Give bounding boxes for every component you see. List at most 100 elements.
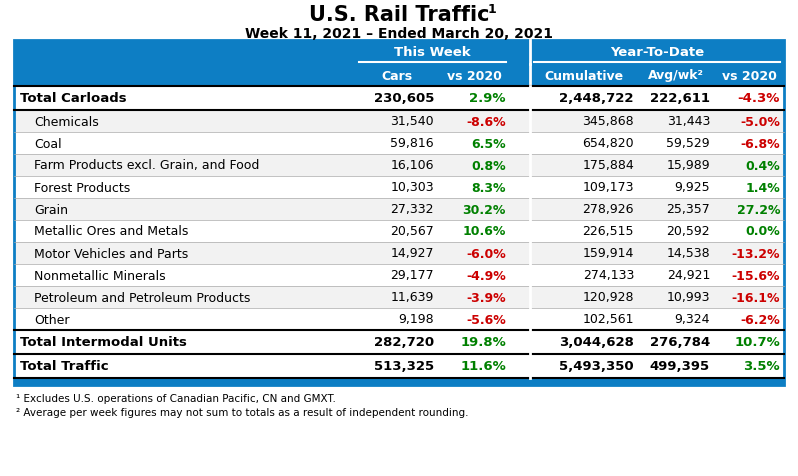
Text: -5.6%: -5.6% — [466, 313, 506, 326]
Text: 0.8%: 0.8% — [472, 159, 506, 172]
Text: 15,989: 15,989 — [666, 159, 710, 172]
Text: 31,540: 31,540 — [390, 115, 434, 128]
Text: -13.2%: -13.2% — [732, 247, 780, 260]
Text: 513,325: 513,325 — [374, 360, 434, 373]
Bar — [14, 242, 784, 265]
Text: Total Carloads: Total Carloads — [20, 92, 127, 105]
Text: vs 2020: vs 2020 — [447, 69, 501, 82]
Text: -16.1%: -16.1% — [732, 291, 780, 304]
Text: vs 2020: vs 2020 — [721, 69, 776, 82]
Text: 1.4%: 1.4% — [745, 181, 780, 194]
Text: 59,816: 59,816 — [390, 137, 434, 150]
Text: 345,868: 345,868 — [583, 115, 634, 128]
Text: 9,324: 9,324 — [674, 313, 710, 326]
Text: 2,448,722: 2,448,722 — [559, 92, 634, 105]
Text: 175,884: 175,884 — [583, 159, 634, 172]
Text: -4.9%: -4.9% — [466, 269, 506, 282]
Text: 8.3%: 8.3% — [472, 181, 506, 194]
Bar — [14, 177, 784, 198]
Text: Coal: Coal — [34, 137, 61, 150]
Text: 0.0%: 0.0% — [745, 225, 780, 238]
Bar — [14, 220, 784, 242]
Bar — [14, 330, 784, 354]
Bar — [14, 133, 784, 155]
Text: 9,925: 9,925 — [674, 181, 710, 194]
Text: Chemicals: Chemicals — [34, 115, 99, 128]
Bar — [14, 41, 784, 65]
Bar — [14, 65, 784, 87]
Text: Forest Products: Forest Products — [34, 181, 130, 194]
Text: 14,538: 14,538 — [666, 247, 710, 260]
Text: 5,493,350: 5,493,350 — [559, 360, 634, 373]
Text: This Week: This Week — [394, 46, 471, 60]
Text: 10.7%: 10.7% — [734, 336, 780, 349]
Text: -3.9%: -3.9% — [466, 291, 506, 304]
Bar — [14, 354, 784, 378]
Text: 19.8%: 19.8% — [460, 336, 506, 349]
Text: Motor Vehicles and Parts: Motor Vehicles and Parts — [34, 247, 188, 260]
Text: 30.2%: 30.2% — [463, 203, 506, 216]
Text: 11.6%: 11.6% — [460, 360, 506, 373]
Text: 29,177: 29,177 — [390, 269, 434, 282]
Text: Total Intermodal Units: Total Intermodal Units — [20, 336, 187, 349]
Bar — [14, 87, 784, 111]
Text: 59,529: 59,529 — [666, 137, 710, 150]
Text: Avg/wk²: Avg/wk² — [648, 69, 704, 82]
Text: -5.0%: -5.0% — [740, 115, 780, 128]
Text: -6.2%: -6.2% — [741, 313, 780, 326]
Text: 654,820: 654,820 — [583, 137, 634, 150]
Text: 3,044,628: 3,044,628 — [559, 336, 634, 349]
Text: Year-To-Date: Year-To-Date — [610, 46, 704, 60]
Text: 0.4%: 0.4% — [745, 159, 780, 172]
Bar — [14, 41, 784, 385]
Text: 11,639: 11,639 — [391, 291, 434, 304]
Bar — [14, 111, 784, 133]
Text: Grain: Grain — [34, 203, 68, 216]
Text: 25,357: 25,357 — [666, 203, 710, 216]
Text: -15.6%: -15.6% — [732, 269, 780, 282]
Text: Week 11, 2021 – Ended March 20, 2021: Week 11, 2021 – Ended March 20, 2021 — [245, 27, 553, 41]
Text: 9,198: 9,198 — [398, 313, 434, 326]
Text: 10.6%: 10.6% — [463, 225, 506, 238]
Text: Cars: Cars — [381, 69, 412, 82]
Text: 222,611: 222,611 — [650, 92, 710, 105]
Text: 6.5%: 6.5% — [472, 137, 506, 150]
Bar — [14, 155, 784, 177]
Text: Metallic Ores and Metals: Metallic Ores and Metals — [34, 225, 188, 238]
Text: -6.8%: -6.8% — [741, 137, 780, 150]
Text: Total Traffic: Total Traffic — [20, 360, 109, 373]
Text: 159,914: 159,914 — [583, 247, 634, 260]
Text: Cumulative: Cumulative — [544, 69, 623, 82]
Text: 3.5%: 3.5% — [744, 360, 780, 373]
Text: 27.2%: 27.2% — [737, 203, 780, 216]
Text: ¹ Excludes U.S. operations of Canadian Pacific, CN and GMXT.: ¹ Excludes U.S. operations of Canadian P… — [16, 393, 336, 403]
Bar — [14, 198, 784, 220]
Text: -4.3%: -4.3% — [737, 92, 780, 105]
Text: 27,332: 27,332 — [390, 203, 434, 216]
Text: 20,567: 20,567 — [390, 225, 434, 238]
Text: Petroleum and Petroleum Products: Petroleum and Petroleum Products — [34, 291, 251, 304]
Text: 102,561: 102,561 — [583, 313, 634, 326]
Text: Nonmetallic Minerals: Nonmetallic Minerals — [34, 269, 166, 282]
Text: 282,720: 282,720 — [374, 336, 434, 349]
Text: 20,592: 20,592 — [666, 225, 710, 238]
Text: 276,784: 276,784 — [650, 336, 710, 349]
Text: 226,515: 226,515 — [583, 225, 634, 238]
Text: 31,443: 31,443 — [666, 115, 710, 128]
Text: 230,605: 230,605 — [373, 92, 434, 105]
Text: 10,993: 10,993 — [666, 291, 710, 304]
Text: 274,133: 274,133 — [583, 269, 634, 282]
Bar — [14, 378, 784, 385]
Text: Other: Other — [34, 313, 69, 326]
Text: 16,106: 16,106 — [390, 159, 434, 172]
Text: 278,926: 278,926 — [583, 203, 634, 216]
Bar — [14, 308, 784, 330]
Text: Farm Products excl. Grain, and Food: Farm Products excl. Grain, and Food — [34, 159, 259, 172]
Text: 120,928: 120,928 — [583, 291, 634, 304]
Text: 14,927: 14,927 — [390, 247, 434, 260]
Text: 499,395: 499,395 — [650, 360, 710, 373]
Text: 109,173: 109,173 — [583, 181, 634, 194]
Text: ² Average per week figures may not sum to totals as a result of independent roun: ² Average per week figures may not sum t… — [16, 407, 468, 417]
Text: U.S. Rail Traffic: U.S. Rail Traffic — [309, 5, 489, 25]
Text: 24,921: 24,921 — [666, 269, 710, 282]
